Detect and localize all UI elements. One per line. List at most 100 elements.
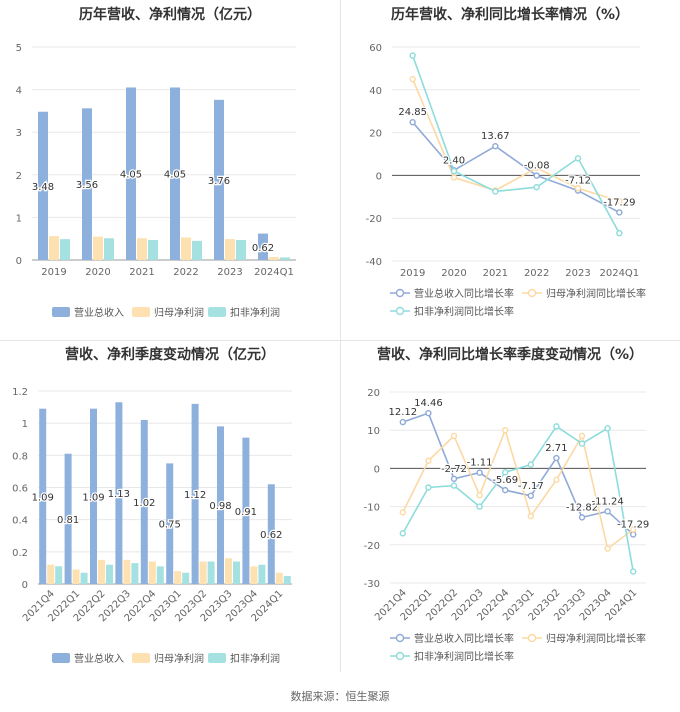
bar-data-label: 0.98 bbox=[209, 501, 231, 512]
chart-title: 历年营收、净利情况（亿元） bbox=[79, 6, 261, 23]
line-point bbox=[450, 432, 458, 440]
panel-annual-revenue-profit: 历年营收、净利情况（亿元） 0 1 2 3 4 5 2019 2020 2021 2022 2023 2… bbox=[0, 0, 340, 340]
bar-net-profit bbox=[269, 257, 279, 260]
x-tick-label: 2024Q1 bbox=[599, 268, 639, 279]
bar-net-profit bbox=[275, 572, 283, 584]
bar-deducted-profit bbox=[80, 572, 88, 584]
bar-deducted-profit bbox=[156, 566, 164, 584]
bar-deducted-profit bbox=[60, 239, 70, 260]
bar-data-label: 1.13 bbox=[108, 489, 130, 500]
line-point bbox=[476, 469, 483, 476]
legend-item: 扣非净利润同比增长率 bbox=[390, 650, 514, 663]
y-tick-label: -10 bbox=[364, 503, 380, 514]
y-tick-label: 20 bbox=[367, 388, 380, 399]
point-data-label: 12.12 bbox=[388, 407, 417, 418]
series-line-deducted-growth bbox=[411, 55, 621, 234]
y-tick-label: 0.6 bbox=[12, 484, 28, 495]
bar-revenue bbox=[191, 403, 199, 584]
bar-data-label: 3.48 bbox=[32, 182, 54, 193]
bar-deducted-profit bbox=[283, 575, 291, 584]
chart-root: 历年营收、净利情况（亿元） 0 1 2 3 4 5 2019 2020 2021 2022 2023 2… bbox=[16, 6, 296, 319]
line-point bbox=[409, 119, 416, 126]
y-tick-label: 0 bbox=[374, 464, 380, 475]
series-line-revenue-growth bbox=[402, 412, 634, 536]
legend-swatch-marker bbox=[527, 633, 537, 643]
x-tick-label: 2019 bbox=[41, 267, 66, 278]
line-point bbox=[476, 491, 483, 499]
line-point bbox=[492, 188, 499, 195]
series-line-deducted-growth bbox=[402, 425, 634, 572]
panel-quarterly-revenue-profit: 营收、净利季度变动情况（亿元） 0 0.2 0.4 0.6 0.8 1 1.2 2021Q4 20… bbox=[0, 340, 340, 680]
bar-net-profit bbox=[181, 237, 191, 260]
line-point bbox=[527, 492, 534, 499]
point-data-label: 24.85 bbox=[398, 107, 427, 118]
panel-annual-growth: 历年营收、净利同比增长率情况（%） -40 -20 0 20 40 60 2019 2020 20… bbox=[340, 0, 680, 340]
line-point bbox=[533, 183, 540, 191]
y-tick-label: 3 bbox=[16, 128, 22, 139]
legend-swatch-marker bbox=[527, 288, 537, 298]
y-tick-label: 20 bbox=[369, 129, 382, 140]
bar-data-label: 4.05 bbox=[120, 170, 142, 181]
bar-net-profit bbox=[123, 559, 131, 584]
line-point bbox=[399, 530, 406, 537]
bar-net-profit bbox=[250, 566, 258, 584]
y-tick-label: 60 bbox=[369, 43, 382, 54]
legend-item: 营业总收入 bbox=[52, 306, 124, 319]
x-tick-label: 2019 bbox=[400, 268, 425, 279]
legend-label: 归母净利润 bbox=[154, 306, 204, 319]
line-point bbox=[409, 75, 416, 83]
bar-deducted-profit bbox=[192, 240, 202, 260]
x-tick-label: 2023 bbox=[217, 267, 242, 278]
legend-label: 营业总收入同比增长率 bbox=[414, 287, 514, 300]
y-tick-label: 10 bbox=[367, 426, 380, 437]
point-data-label: -7.17 bbox=[518, 481, 544, 492]
line-point bbox=[502, 486, 509, 494]
bar-data-label: 3.76 bbox=[208, 176, 230, 187]
point-data-label: 2.40 bbox=[443, 155, 465, 166]
point-data-label: 14.46 bbox=[414, 398, 443, 409]
bar-data-label: 0.81 bbox=[57, 515, 79, 526]
x-tick-label: 2020 bbox=[441, 268, 466, 279]
line-point bbox=[425, 457, 432, 464]
bar-data-label: 0.62 bbox=[252, 243, 274, 254]
line-point bbox=[450, 475, 458, 482]
bar-data-label: 1.09 bbox=[32, 492, 54, 503]
bar-revenue bbox=[115, 402, 123, 584]
bar-net-profit bbox=[98, 559, 105, 584]
bar-deducted-profit bbox=[55, 566, 63, 584]
point-data-label: -1.11 bbox=[467, 458, 493, 469]
point-data-label: 2.71 bbox=[545, 443, 567, 454]
line-point bbox=[476, 503, 483, 510]
y-tick-label: 0.8 bbox=[12, 451, 28, 462]
chart-title: 营收、净利季度变动情况（亿元） bbox=[65, 346, 275, 363]
legend-label: 扣非净利润同比增长率 bbox=[414, 305, 514, 318]
line-point bbox=[450, 482, 458, 489]
bar-revenue bbox=[267, 484, 275, 584]
line-point bbox=[399, 509, 406, 516]
point-data-label: -2.72 bbox=[441, 464, 467, 475]
line-point bbox=[578, 514, 586, 521]
y-tick-label: 0 bbox=[22, 580, 28, 591]
bar-data-label: 0.75 bbox=[159, 520, 181, 531]
bar-revenue bbox=[39, 408, 47, 584]
line-point bbox=[527, 461, 534, 468]
line-point bbox=[533, 172, 540, 179]
legend-swatch-marker bbox=[395, 633, 405, 643]
legend-item: 归母净利润同比增长率 bbox=[522, 632, 646, 645]
series-line-net-profit-growth bbox=[411, 78, 620, 202]
legend-item: 扣非净利润 bbox=[208, 652, 280, 665]
line-point bbox=[399, 418, 406, 426]
line-point bbox=[616, 229, 623, 237]
point-data-label: -0.08 bbox=[524, 161, 550, 172]
line-point bbox=[450, 167, 458, 175]
line-point bbox=[604, 425, 611, 432]
line-point bbox=[492, 142, 499, 150]
line-point bbox=[425, 409, 432, 417]
line-point bbox=[533, 164, 540, 172]
bar-net-profit bbox=[137, 238, 147, 260]
line-point bbox=[604, 545, 611, 552]
legend-item: 营业总收入同比增长率 bbox=[390, 632, 514, 645]
legend-item: 归母净利润同比增长率 bbox=[522, 287, 646, 300]
line-point bbox=[616, 209, 623, 216]
x-tick-label: 2020 bbox=[85, 267, 110, 278]
